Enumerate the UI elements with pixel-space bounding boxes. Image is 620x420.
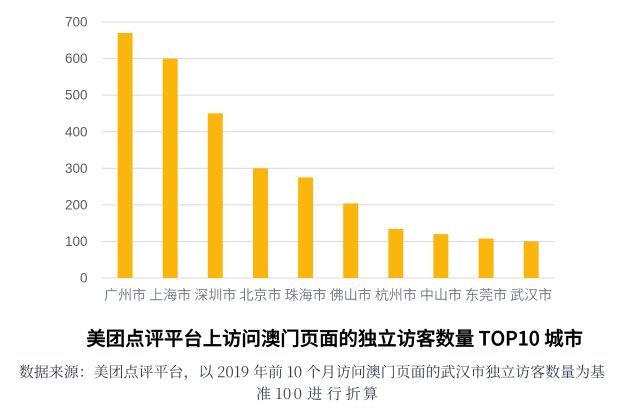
svg-text:700: 700 [65,15,88,30]
svg-text:0: 0 [80,271,88,286]
svg-text:200: 200 [65,198,88,213]
svg-text:400: 400 [65,124,88,139]
svg-text:300: 300 [65,161,88,176]
svg-text:100: 100 [65,234,88,249]
svg-text:500: 500 [65,88,88,103]
svg-text:600: 600 [65,51,88,66]
